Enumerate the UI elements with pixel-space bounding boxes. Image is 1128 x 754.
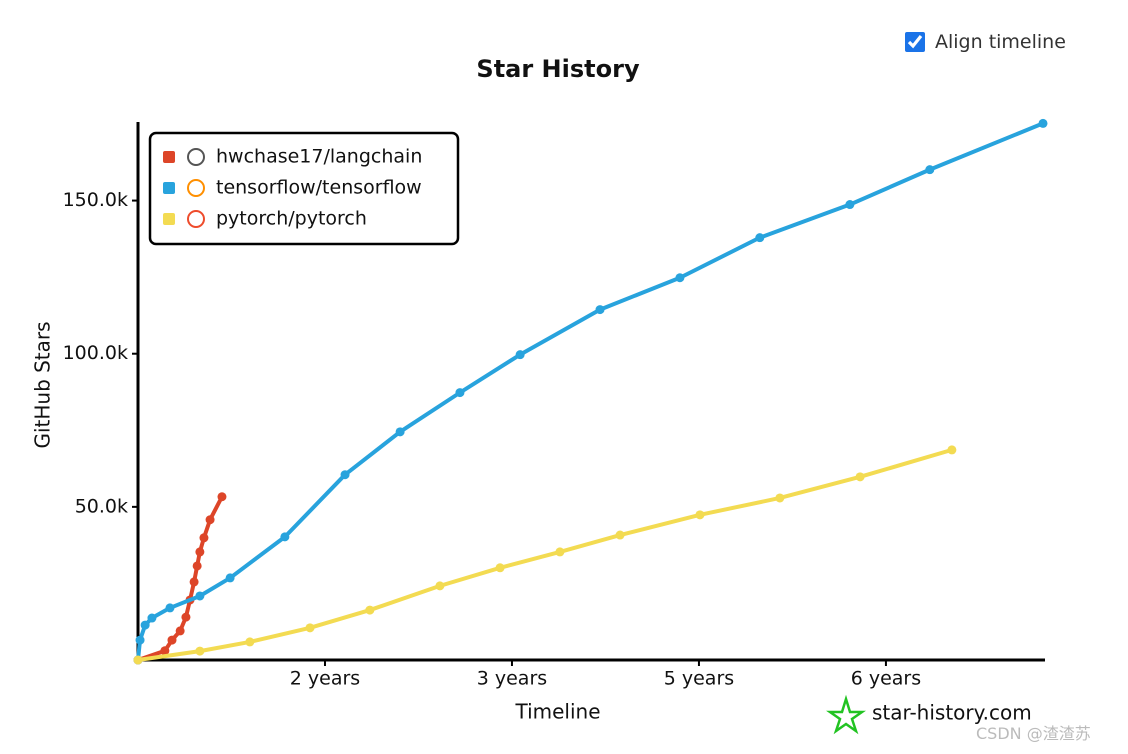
- data-point: [195, 646, 205, 656]
- data-point: [845, 200, 855, 210]
- data-point: [395, 427, 405, 437]
- watermark-icon: [826, 694, 866, 735]
- legend-box: [148, 131, 460, 246]
- data-point: [181, 612, 191, 622]
- align-label: Align timeline: [935, 31, 1066, 53]
- legend-label: hwchase17/langchain: [216, 146, 422, 168]
- x-tick-label: 2 years: [290, 668, 360, 690]
- data-point: [175, 626, 185, 636]
- legend-label: tensorflow/tensorflow: [216, 177, 422, 199]
- data-point: [947, 445, 957, 455]
- x-tick-label: 3 years: [477, 668, 547, 690]
- data-point: [133, 655, 143, 665]
- legend-icon: [187, 148, 205, 166]
- data-point: [855, 472, 865, 482]
- data-point: [595, 305, 605, 315]
- legend-icon: [187, 210, 205, 228]
- data-point: [365, 605, 375, 615]
- chart-title: Star History: [476, 55, 640, 83]
- data-point: [280, 532, 290, 542]
- x-tick-label: 6 years: [851, 668, 921, 690]
- y-tick-label: 150.0k: [63, 189, 128, 211]
- data-point: [205, 515, 215, 525]
- data-point: [135, 635, 145, 645]
- data-point: [695, 510, 705, 520]
- y-tick-label: 100.0k: [63, 342, 128, 364]
- data-point: [160, 646, 170, 656]
- data-point: [615, 530, 625, 540]
- data-point: [675, 273, 685, 283]
- legend-label: pytorch/pytorch: [216, 208, 367, 230]
- x-axis-label: Timeline: [514, 700, 600, 724]
- data-point: [165, 603, 175, 613]
- data-point: [455, 388, 465, 398]
- data-point: [189, 577, 199, 587]
- data-point: [555, 547, 565, 557]
- data-point: [195, 591, 205, 601]
- watermark: star-history.com: [872, 701, 1032, 725]
- y-tick-label: 50.0k: [75, 495, 128, 517]
- data-point: [140, 620, 150, 630]
- data-point: [199, 533, 209, 543]
- credit: CSDN @渣渣苏: [976, 724, 1091, 743]
- data-point: [495, 563, 505, 573]
- data-point: [192, 561, 202, 571]
- align-checkbox[interactable]: [905, 32, 925, 52]
- data-point: [245, 637, 255, 647]
- legend-swatch: [163, 182, 175, 194]
- legend-swatch: [163, 213, 175, 225]
- y-axis-label: GitHub Stars: [31, 321, 55, 448]
- data-point: [1038, 118, 1048, 128]
- data-point: [755, 233, 765, 243]
- x-tick-label: 5 years: [664, 668, 734, 690]
- legend-icon: [187, 179, 205, 197]
- data-point: [775, 493, 785, 503]
- data-point: [925, 165, 935, 175]
- data-point: [217, 492, 227, 502]
- legend-swatch: [163, 151, 175, 163]
- data-point: [147, 613, 157, 623]
- align-toggle[interactable]: Align timeline: [905, 31, 1066, 53]
- data-point: [435, 581, 445, 591]
- data-point: [225, 573, 235, 583]
- data-point: [167, 635, 177, 645]
- data-point: [195, 547, 205, 557]
- data-point: [515, 350, 525, 360]
- data-point: [340, 470, 350, 480]
- data-point: [305, 623, 315, 633]
